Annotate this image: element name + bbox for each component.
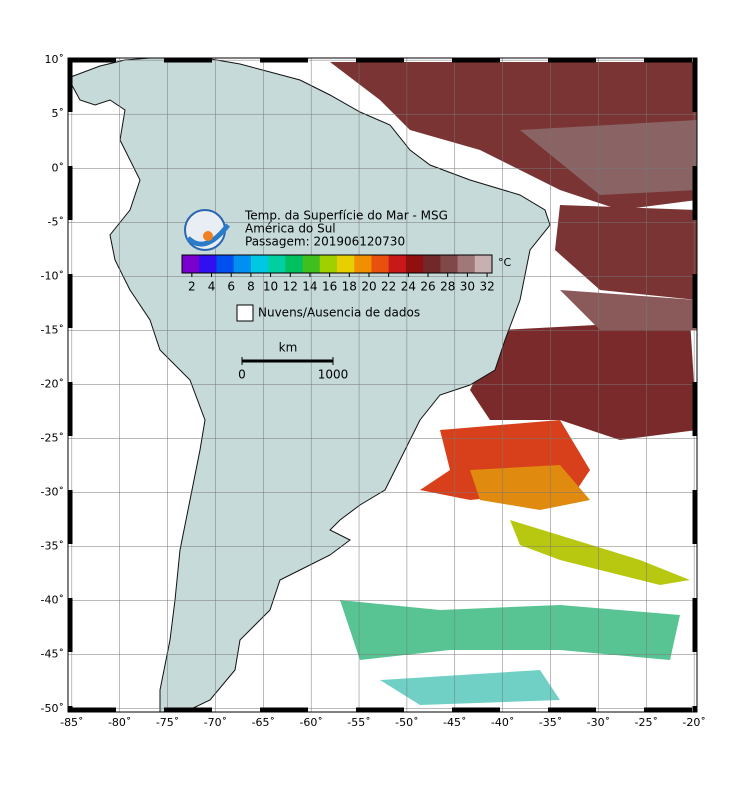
colorbar-cell [371,255,390,273]
colorbar-cell [457,255,476,273]
lat-label: -50˚ [41,702,64,715]
legend-label: Nuvens/Ausencia de dados [258,306,420,320]
lon-label: -50˚ [395,716,418,729]
lat-label: -30˚ [41,486,64,499]
colorbar-cell [302,255,321,273]
colorbar-label: 2 [188,280,196,294]
sst-warm [470,320,697,440]
lat-label: -35˚ [41,540,64,553]
colorbar-label: 18 [342,280,357,294]
lon-label: -45˚ [443,716,466,729]
lon-label: -20˚ [682,716,705,729]
colorbar-label: 26 [420,280,435,294]
colorbar-cell [233,255,252,273]
lat-label: -45˚ [41,648,64,661]
colorbar-label: 4 [208,280,216,294]
colorbar-cell [268,255,286,273]
colorbar-cell [199,255,217,273]
colorbar-label: 10 [263,280,278,294]
frame-ticks [67,57,698,713]
colorbar-label: 24 [401,280,416,294]
colorbar-label: 8 [247,280,255,294]
lat-label: -10˚ [41,269,64,282]
colorbar-label: 6 [227,280,235,294]
pass: Passagem: 201906120730 [245,235,405,249]
lon-label: -55˚ [347,716,370,729]
lat-label: -15˚ [41,323,64,336]
sst-cold [380,670,560,705]
lon-label: -60˚ [299,716,322,729]
title: Temp. da Superfície do Mar - MSG [244,209,448,223]
lat-label: -5˚ [48,215,64,228]
colorbar-cell [216,255,235,273]
sst-warm [560,290,697,330]
scale-label: 0 [238,368,246,382]
lon-label: -40˚ [491,716,514,729]
colorbar-label: 28 [440,280,455,294]
lon-label: -80˚ [108,716,131,729]
colorbar-cell [319,255,338,273]
lon-label: -65˚ [252,716,275,729]
sst-cold [340,600,680,660]
colorbar-cell [337,255,355,273]
lat-label: 10˚ [45,53,65,66]
colorbar-label: 20 [361,280,376,294]
colorbar-label: 32 [479,280,494,294]
lon-label: -85˚ [60,716,83,729]
colorbar-label: 30 [460,280,475,294]
lon-label: -30˚ [587,716,610,729]
colorbar-label: 12 [283,280,298,294]
scale-label: 1000 [318,368,349,382]
colorbar-cell [405,255,424,273]
lon-label: -35˚ [539,716,562,729]
colorbar-cell [182,255,200,273]
lat-label: -25˚ [41,432,64,445]
lat-label: -40˚ [41,594,64,607]
sst-mid [470,465,590,510]
lat-label: 0˚ [52,161,65,174]
subtitle: América do Sul [245,222,336,236]
sst-cool [510,520,690,585]
colorbar-cell [250,255,269,273]
colorbar-frame [181,254,493,274]
logo [184,209,230,251]
lat-label: 5˚ [52,107,65,120]
colorbar-cell [474,255,493,273]
colorbar-unit: °C [498,256,512,269]
sst-warm [520,120,697,195]
colorbar-label: 22 [381,280,396,294]
sst-patches [330,62,697,705]
colorbar-cell [285,255,304,273]
colorbar-label: 16 [322,280,337,294]
lon-label: -70˚ [204,716,227,729]
lon-label: -25˚ [635,716,658,729]
sst-warm [555,205,697,300]
lat-label: -20˚ [41,377,64,390]
scale-unit: km [279,341,298,355]
legend-swatch [236,304,254,322]
colorbar-cell [388,255,407,273]
colorbar-cell [440,255,459,273]
colorbar-label: 14 [302,280,317,294]
lon-label: -75˚ [156,716,179,729]
colorbar-cell [423,255,441,273]
colorbar-cell [354,255,372,273]
